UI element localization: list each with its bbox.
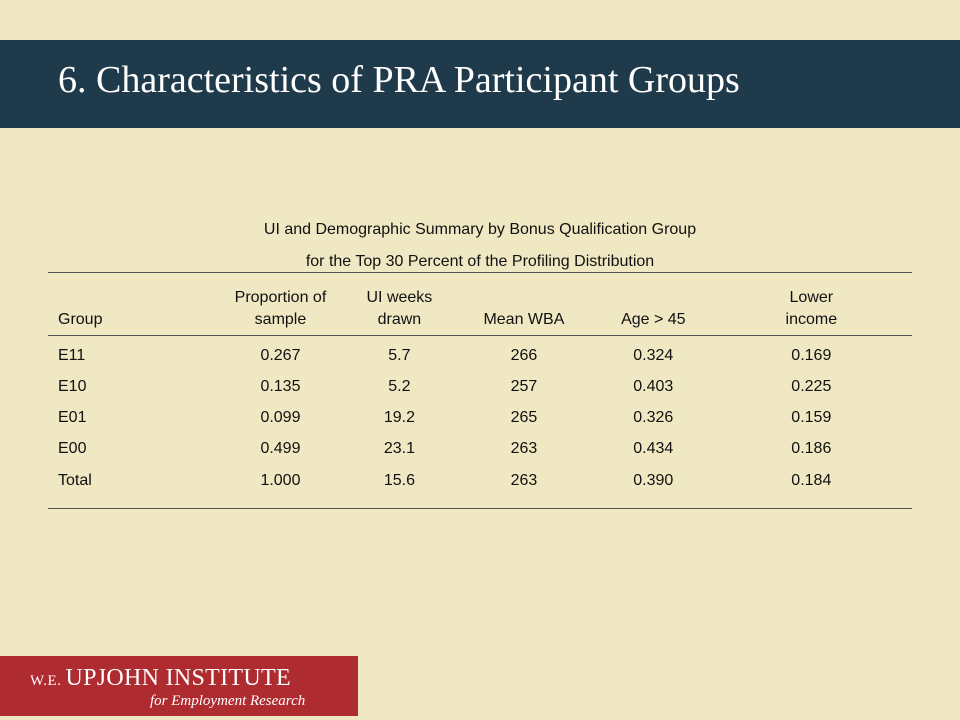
cell-age: 0.434 bbox=[633, 440, 674, 457]
header-group: Group bbox=[48, 272, 214, 336]
table-total-row: Total 1.000 15.6 263 0.390 0.184 bbox=[48, 464, 912, 509]
cell-group: E00 bbox=[58, 440, 87, 457]
logo-prefix: W.E. bbox=[30, 673, 62, 689]
cell-ui-weeks: 5.7 bbox=[388, 347, 411, 364]
cell-income: 0.225 bbox=[791, 378, 832, 395]
table-caption-line-1: UI and Demographic Summary by Bonus Qual… bbox=[263, 221, 697, 238]
table-row: E01 0.099 19.2 265 0.326 0.159 bbox=[48, 402, 912, 433]
cell-mean-wba: 265 bbox=[510, 409, 538, 426]
cell-ui-weeks: 19.2 bbox=[383, 409, 415, 426]
cell-mean-wba: 263 bbox=[451, 464, 596, 509]
header-proportion: Proportion of sample bbox=[214, 272, 347, 336]
cell-group: E10 bbox=[58, 378, 87, 395]
logo-name: UPJOHN INSTITUTE bbox=[65, 665, 291, 691]
header-age: Age > 45 bbox=[595, 272, 711, 336]
cell-age: 0.403 bbox=[633, 378, 674, 395]
summary-table: Group Proportion of sample UI weeks drawn … bbox=[48, 272, 912, 509]
header-income: Lower income bbox=[710, 272, 912, 336]
cell-ui-weeks: 15.6 bbox=[346, 464, 452, 509]
cell-proportion: 1.000 bbox=[214, 464, 347, 509]
header-mean-wba: Mean WBA bbox=[451, 272, 596, 336]
cell-proportion: 0.135 bbox=[260, 378, 301, 395]
cell-group: E01 bbox=[58, 409, 87, 426]
cell-age: 0.326 bbox=[633, 409, 674, 426]
cell-mean-wba: 257 bbox=[510, 378, 538, 395]
cell-proportion: 0.099 bbox=[260, 409, 301, 426]
logo-tagline: for Employment Research bbox=[150, 693, 306, 709]
table-caption-line-2: for the Top 30 Percent of the Profiling … bbox=[305, 253, 655, 270]
header-ui-weeks: UI weeks drawn bbox=[346, 272, 452, 336]
slide-title: 6. Characteristics of PRA Participant Gr… bbox=[58, 59, 740, 101]
cell-ui-weeks: 23.1 bbox=[383, 440, 415, 457]
table-row: E10 0.135 5.2 257 0.403 0.225 bbox=[48, 371, 912, 402]
table-header-row: Group Proportion of sample UI weeks drawn … bbox=[48, 272, 912, 336]
cell-income: 0.184 bbox=[710, 464, 912, 509]
cell-income: 0.169 bbox=[791, 347, 832, 364]
upjohn-institute-logo: W.E. UPJOHN INSTITUTE for Employment Res… bbox=[0, 656, 358, 716]
title-bar: 6. Characteristics of PRA Participant Gr… bbox=[0, 40, 960, 128]
logo-title: W.E. UPJOHN INSTITUTE bbox=[30, 664, 291, 695]
cell-age: 0.324 bbox=[633, 347, 674, 364]
cell-proportion: 0.499 bbox=[260, 440, 301, 457]
cell-income: 0.159 bbox=[791, 409, 832, 426]
cell-mean-wba: 266 bbox=[510, 347, 538, 364]
cell-group: Total bbox=[48, 464, 214, 509]
cell-group: E11 bbox=[58, 347, 86, 364]
cell-income: 0.186 bbox=[791, 440, 832, 457]
table-row: E00 0.499 23.1 263 0.434 0.186 bbox=[48, 433, 912, 464]
table-caption: UI and Demographic Summary by Bonus Qual… bbox=[48, 214, 912, 278]
cell-proportion: 0.267 bbox=[260, 347, 301, 364]
table-row: E11 0.267 5.7 266 0.324 0.169 bbox=[48, 336, 912, 372]
cell-age: 0.390 bbox=[595, 464, 711, 509]
cell-ui-weeks: 5.2 bbox=[388, 378, 411, 395]
cell-mean-wba: 263 bbox=[510, 440, 538, 457]
